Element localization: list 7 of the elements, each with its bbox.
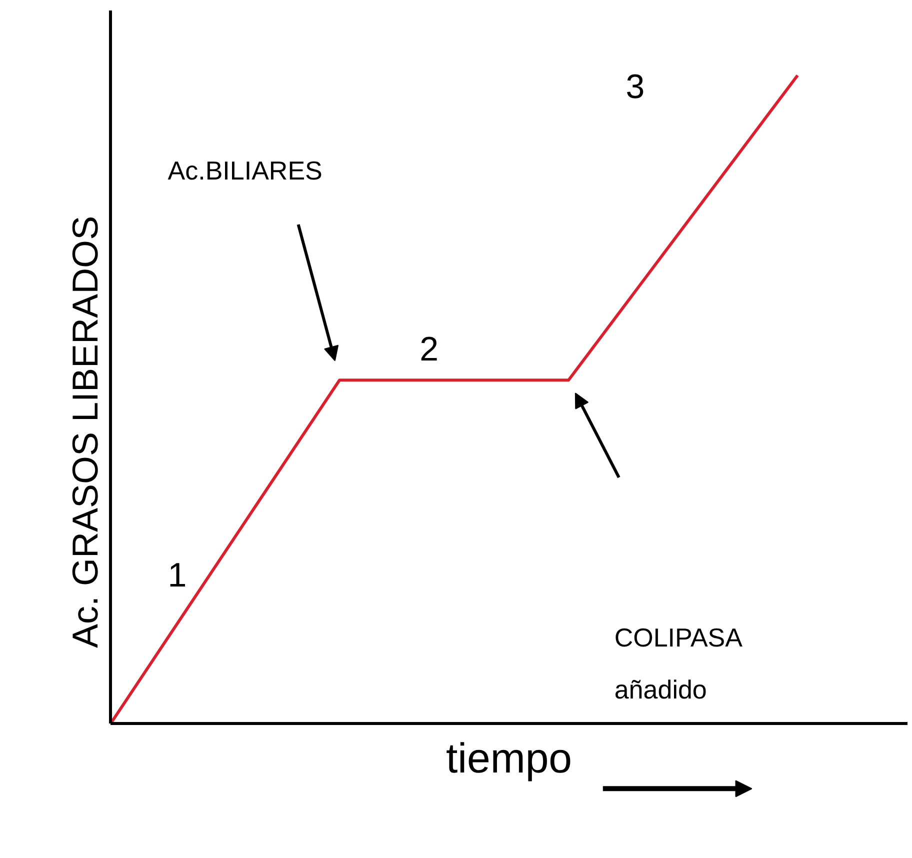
x-axis-title: tiempo: [446, 734, 572, 782]
y-axis-title: Ac. GRASOS LIBERADOS: [64, 216, 106, 648]
annotation: COLIPASA añadido: [614, 622, 744, 704]
annotation: 1: [168, 556, 187, 594]
annotation: Ac.BILIARES: [168, 156, 322, 186]
annotation: 3: [626, 68, 645, 106]
annotation: 2: [420, 330, 439, 369]
